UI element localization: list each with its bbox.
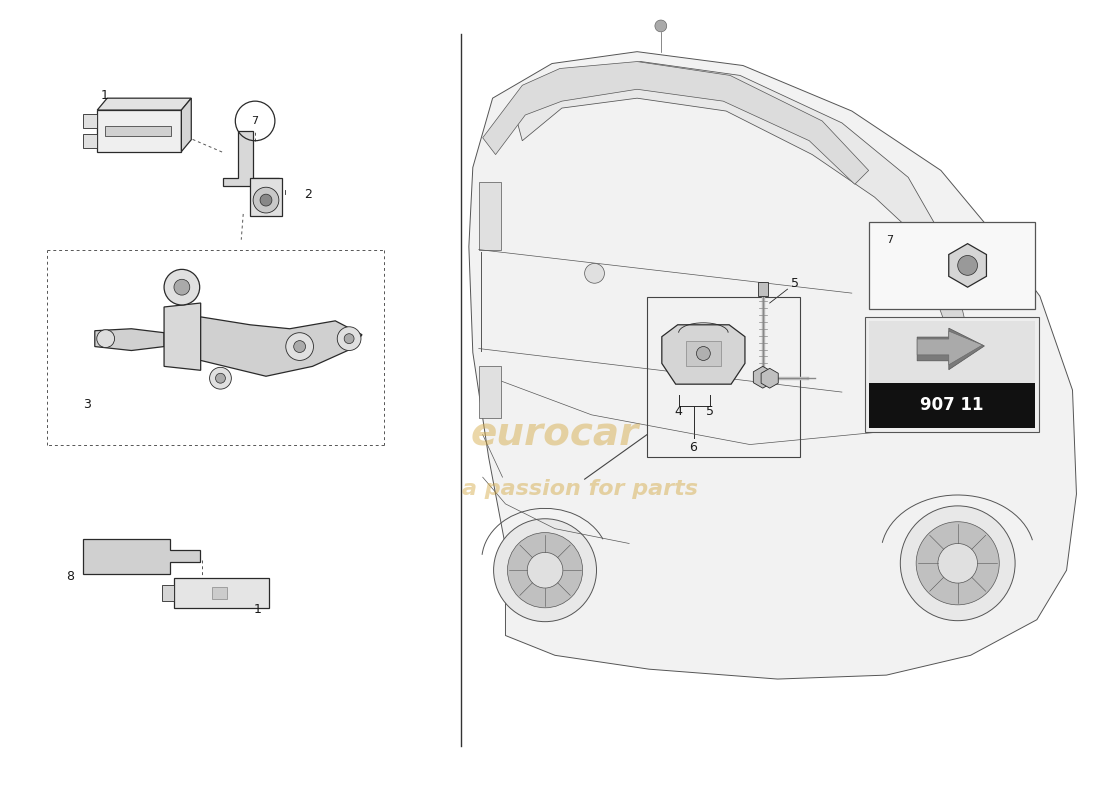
Text: 8: 8 [66, 570, 74, 582]
Text: 6: 6 [690, 441, 697, 454]
Circle shape [260, 194, 272, 206]
Polygon shape [164, 303, 200, 370]
Bar [478, 366, 500, 418]
Circle shape [164, 270, 200, 305]
Bar [647, 297, 801, 458]
Bar [84, 134, 97, 148]
Text: 3: 3 [82, 398, 91, 411]
Bar [97, 110, 182, 152]
Polygon shape [516, 62, 944, 250]
Polygon shape [483, 62, 869, 184]
Bar [84, 114, 97, 128]
Text: 4: 4 [674, 406, 683, 418]
Polygon shape [917, 331, 982, 365]
Bar [685, 341, 722, 366]
Circle shape [494, 518, 596, 622]
Bar [162, 585, 174, 601]
Circle shape [654, 20, 667, 32]
Bar [869, 222, 1035, 309]
Bar [174, 578, 270, 608]
Circle shape [294, 341, 306, 353]
Circle shape [938, 543, 978, 583]
Circle shape [900, 506, 1015, 621]
Polygon shape [82, 538, 200, 574]
Circle shape [286, 333, 313, 361]
Circle shape [174, 279, 190, 295]
Bar [869, 383, 1035, 428]
Circle shape [958, 255, 978, 275]
Circle shape [584, 263, 604, 283]
Circle shape [507, 533, 583, 608]
Circle shape [696, 346, 711, 361]
Circle shape [916, 522, 999, 605]
Bar [865, 317, 1038, 432]
Bar [211, 587, 228, 599]
Text: 5: 5 [706, 406, 714, 418]
Text: 7: 7 [252, 116, 258, 126]
Text: 1: 1 [101, 89, 109, 102]
Circle shape [527, 552, 563, 588]
Text: eurocar: eurocar [471, 416, 639, 454]
Circle shape [97, 330, 114, 347]
Polygon shape [754, 366, 772, 388]
Bar [478, 182, 500, 250]
Polygon shape [97, 98, 191, 110]
Circle shape [210, 367, 231, 389]
Text: a passion for parts: a passion for parts [462, 479, 697, 499]
Circle shape [344, 334, 354, 343]
Text: 1: 1 [254, 603, 262, 616]
Circle shape [253, 187, 279, 213]
Polygon shape [200, 317, 362, 376]
Polygon shape [931, 240, 974, 385]
Polygon shape [469, 52, 1077, 679]
Circle shape [216, 374, 225, 383]
Polygon shape [223, 131, 279, 186]
Polygon shape [662, 325, 745, 384]
Bar [106, 126, 172, 136]
Circle shape [338, 326, 361, 350]
Polygon shape [949, 244, 987, 287]
Text: 7: 7 [886, 234, 893, 245]
Bar [250, 178, 282, 216]
Text: 2: 2 [305, 188, 312, 201]
Bar [869, 321, 1035, 383]
Polygon shape [182, 98, 191, 152]
Polygon shape [761, 368, 779, 388]
Polygon shape [95, 329, 164, 350]
Bar [758, 282, 768, 296]
Polygon shape [917, 328, 984, 370]
Text: 5: 5 [791, 277, 800, 290]
Text: 907 11: 907 11 [920, 396, 983, 414]
